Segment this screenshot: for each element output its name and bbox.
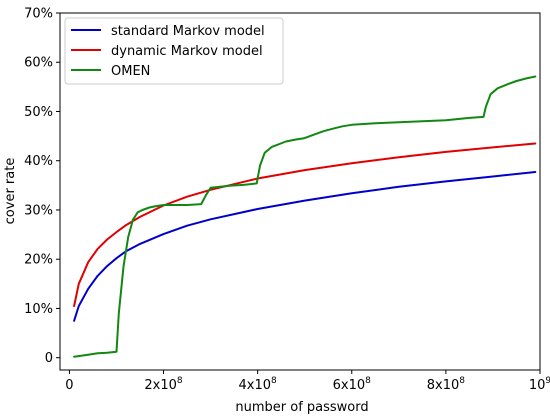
y-tick-label: 10% [24, 302, 53, 317]
y-axis-label: cover rate [3, 158, 18, 225]
legend-label-omen: OMEN [111, 64, 150, 79]
y-tick-label: 0 [45, 351, 53, 366]
x-tick-label: 8x108 [427, 376, 466, 393]
x-tick-label: 6x108 [333, 376, 372, 393]
legend-label-standard: standard Markov model [111, 24, 265, 39]
x-tick-label: 0 [65, 378, 73, 393]
y-tick-label: 20% [24, 253, 53, 268]
series-lines [73, 75, 537, 358]
legend-label-dynamic: dynamic Markov model [111, 44, 263, 59]
x-tick-label: 4x108 [239, 376, 278, 393]
legend: standard Markov model dynamic Markov mod… [64, 17, 284, 85]
series-line-standard-markov [73, 171, 537, 322]
y-tick-label: 50% [24, 105, 53, 120]
x-tick-label: 109 [529, 376, 550, 393]
series-line-dynamic-markov [73, 142, 537, 307]
y-tick-label: 70% [24, 7, 53, 22]
axis-ticks: 0 10% 20% 30% 40% 50% 60% 70% 0 2x108 4x108 6x108 8x… [24, 7, 550, 394]
x-tick-label: 2x108 [144, 376, 183, 393]
y-tick-label: 40% [24, 154, 53, 169]
legend-box [64, 17, 284, 85]
y-tick-label: 30% [24, 203, 53, 218]
plot-area-frame [59, 12, 541, 371]
x-axis-label: number of password [235, 400, 368, 415]
y-tick-label: 60% [24, 56, 53, 71]
series-line-omen [73, 75, 537, 358]
